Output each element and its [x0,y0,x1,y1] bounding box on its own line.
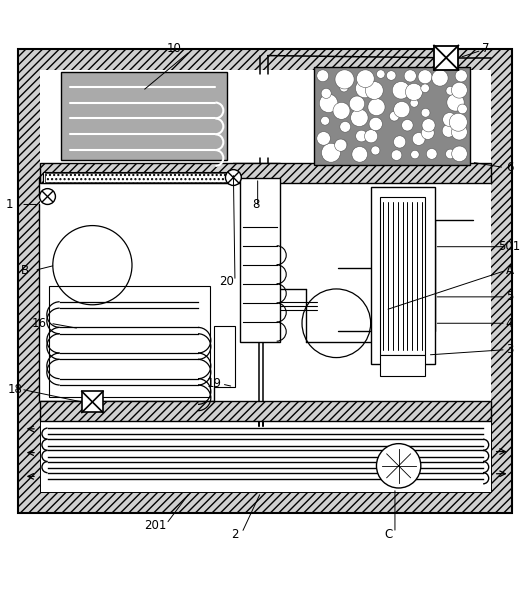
Circle shape [376,444,421,488]
Text: B: B [21,264,30,277]
Circle shape [340,122,351,132]
Circle shape [446,149,455,159]
Bar [82,391,103,413]
Bar [314,67,470,165]
Circle shape [422,119,435,132]
Circle shape [340,83,348,92]
Circle shape [356,70,374,87]
Bar [371,187,435,364]
Circle shape [458,104,467,114]
Text: 18: 18 [7,383,22,396]
Text: 4: 4 [506,317,513,330]
Bar [434,46,458,70]
Circle shape [455,70,467,82]
Circle shape [442,125,455,137]
Circle shape [451,124,467,140]
Circle shape [369,117,382,131]
Circle shape [356,130,367,142]
Circle shape [432,70,448,86]
Bar [240,178,280,342]
Bar [380,355,425,376]
Circle shape [321,88,331,98]
Circle shape [319,94,338,113]
Circle shape [451,146,467,162]
Text: 19: 19 [206,377,221,391]
Circle shape [442,113,457,126]
Circle shape [317,132,331,145]
Circle shape [368,98,385,116]
Text: A: A [505,264,514,277]
Circle shape [418,70,432,84]
Text: 201: 201 [145,519,167,532]
Circle shape [449,113,467,131]
Circle shape [410,99,418,107]
Circle shape [320,116,329,125]
Circle shape [447,94,464,111]
Circle shape [421,84,429,93]
Circle shape [335,70,354,89]
Circle shape [404,70,417,82]
Circle shape [394,101,410,118]
Text: 5: 5 [506,291,513,303]
Circle shape [386,71,396,80]
Circle shape [40,189,55,204]
Text: 10: 10 [167,42,182,55]
Circle shape [406,83,422,101]
Circle shape [451,82,467,98]
Circle shape [349,96,365,111]
Circle shape [352,147,367,162]
Bar [18,49,512,513]
Bar [40,421,491,492]
Bar [43,172,233,183]
Bar [380,196,425,355]
Text: 3: 3 [506,343,513,356]
Circle shape [421,108,430,117]
Text: 7: 7 [482,42,489,55]
Text: 6: 6 [506,161,513,174]
Bar [214,326,235,386]
Circle shape [338,140,347,149]
Text: C: C [384,528,392,541]
Circle shape [376,70,385,78]
Bar [61,72,227,159]
Circle shape [355,79,374,98]
Circle shape [317,70,328,81]
Circle shape [391,150,402,161]
Bar [40,401,491,421]
Text: 1: 1 [6,198,13,211]
Circle shape [364,129,378,143]
Circle shape [225,170,241,186]
Text: 20: 20 [220,274,234,288]
Circle shape [412,132,425,146]
Circle shape [333,102,350,119]
Circle shape [421,126,434,140]
Circle shape [411,150,419,159]
Circle shape [446,86,455,95]
Text: 8: 8 [252,198,260,211]
Bar [45,173,232,181]
Text: 16: 16 [32,317,47,330]
Circle shape [371,146,380,155]
Circle shape [402,119,413,131]
Circle shape [392,81,410,99]
Circle shape [426,149,437,159]
Circle shape [390,111,399,121]
Circle shape [351,109,368,126]
Text: 501: 501 [498,240,521,253]
Bar [40,164,491,183]
Text: 2: 2 [231,528,239,541]
Bar [49,286,210,397]
Circle shape [322,143,341,162]
Circle shape [335,139,347,152]
Bar [40,70,491,492]
Circle shape [393,136,406,148]
Circle shape [365,81,383,99]
